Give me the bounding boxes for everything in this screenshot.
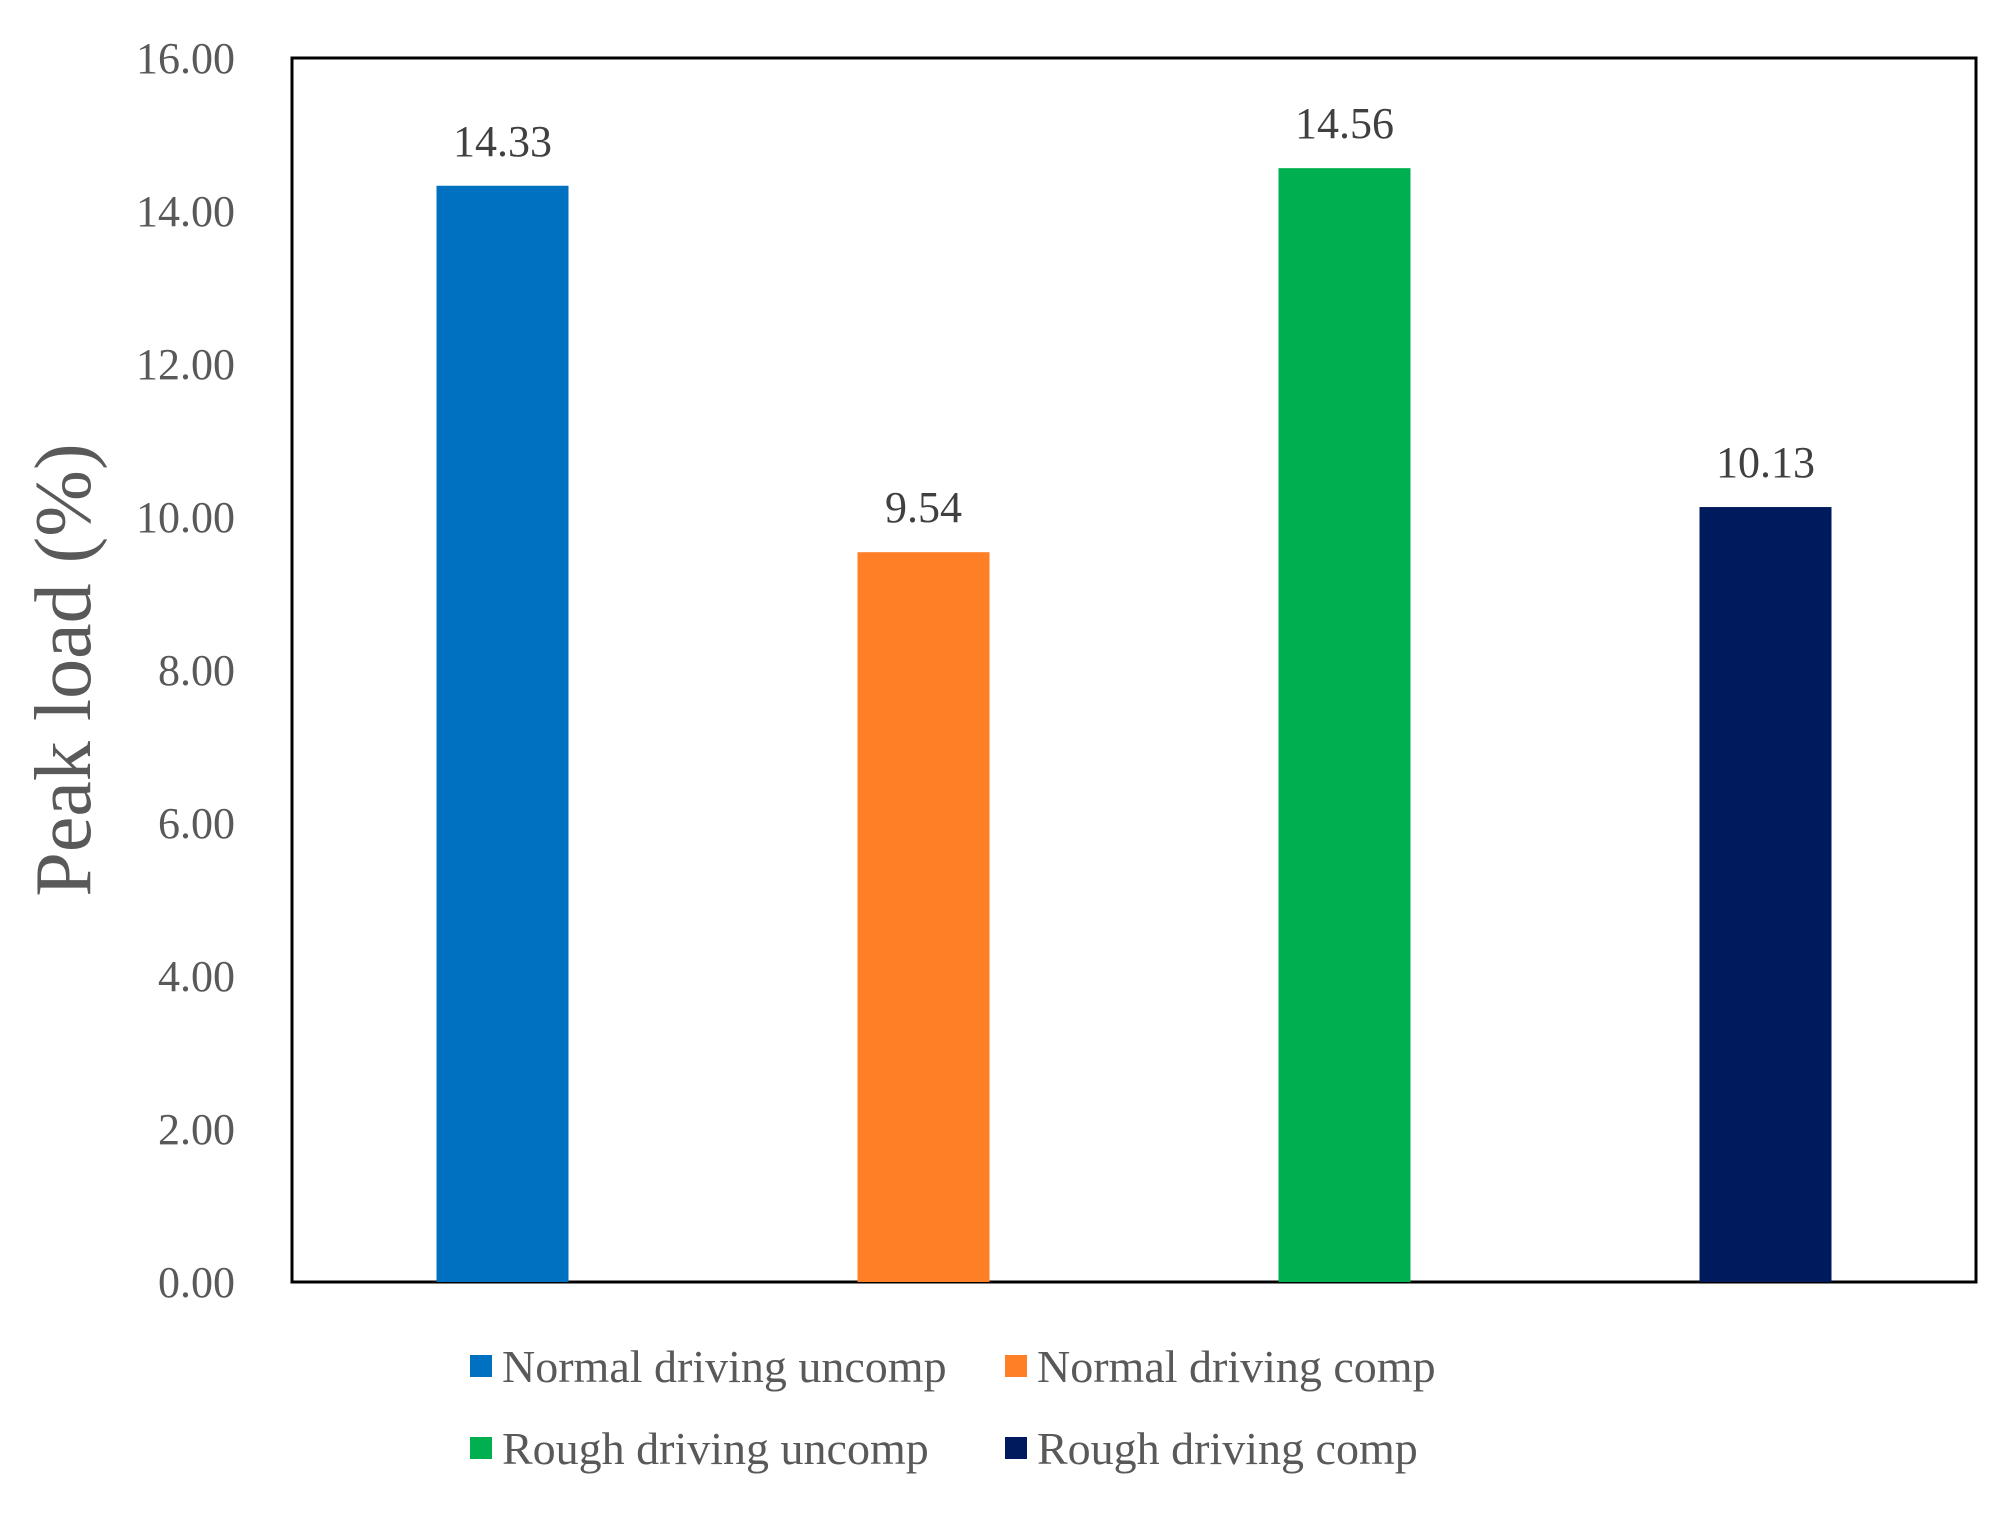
y-tick-label: 4.00: [158, 952, 235, 1001]
bar-normal-driving-comp: [857, 552, 990, 1282]
data-label: 10.13: [1716, 438, 1815, 487]
plot-area: [290, 56, 1978, 1284]
legend-swatch: [1005, 1355, 1027, 1377]
legend-label: Rough driving comp: [1037, 1422, 1418, 1474]
data-label: 14.56: [1295, 99, 1394, 148]
legend-swatch: [470, 1355, 492, 1377]
data-label: 9.54: [885, 483, 962, 532]
y-axis-title: Peak load (%): [20, 443, 108, 896]
legend-item: Normal driving comp: [1005, 1340, 1570, 1392]
y-axis-ticks: 0.00 2.00 4.00 6.00 8.00 10.00 12.00 14.00 16.00: [136, 34, 235, 1307]
legend: Normal driving uncomp Normal driving comp…: [470, 1340, 1570, 1474]
legend-swatch: [1005, 1437, 1027, 1459]
bars-group: [436, 168, 1832, 1282]
legend-label: Rough driving uncomp: [502, 1422, 929, 1474]
y-tick-label: 0.00: [158, 1258, 235, 1307]
legend-item: Normal driving uncomp: [470, 1340, 1005, 1392]
legend-item: Rough driving comp: [1005, 1422, 1570, 1474]
legend-label: Normal driving uncomp: [502, 1340, 947, 1392]
data-label: 14.33: [453, 117, 552, 166]
y-tick-label: 8.00: [158, 646, 235, 695]
y-tick-label: 14.00: [136, 187, 235, 236]
y-tick-label: 12.00: [136, 340, 235, 389]
data-labels-group: 14.33 9.54 14.56 10.13: [453, 99, 1815, 532]
legend-item: Rough driving uncomp: [470, 1422, 1005, 1474]
y-tick-label: 10.00: [136, 493, 235, 542]
bar-normal-driving-uncomp: [436, 185, 569, 1282]
bar-rough-driving-uncomp: [1278, 168, 1411, 1282]
y-tick-label: 2.00: [158, 1105, 235, 1154]
y-tick-label: 16.00: [136, 34, 235, 83]
legend-swatch: [470, 1437, 492, 1459]
legend-label: Normal driving comp: [1037, 1340, 1436, 1392]
y-tick-label: 6.00: [158, 799, 235, 848]
bar-rough-driving-comp: [1699, 507, 1832, 1282]
